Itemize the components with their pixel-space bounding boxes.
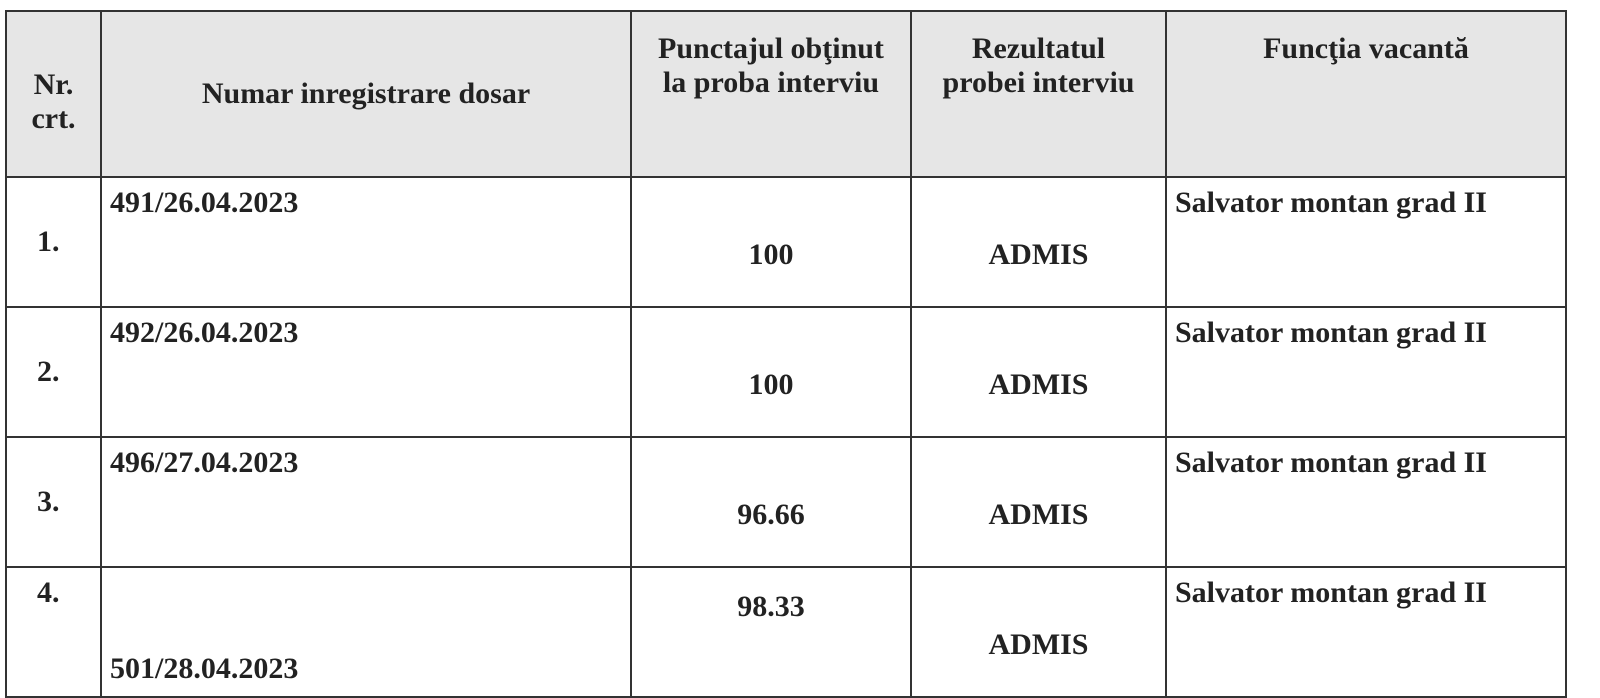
cell: ADMIS (910, 566, 1167, 698)
cell: 3. (5, 436, 102, 568)
cell: ADMIS (910, 436, 1167, 568)
cell: Salvator montan grad II (1165, 566, 1567, 698)
header-cell: Numar inregistrare dosar (100, 10, 632, 178)
cell: Salvator montan grad II (1165, 306, 1567, 438)
cell: 1. (5, 176, 102, 308)
header-cell: Rezultatul probei interviu (910, 10, 1167, 178)
cell: 100 (630, 176, 912, 308)
header-row: Nr. crt. Numar inregistrare dosar Puncta… (5, 10, 1567, 178)
data-row: 2. 492/26.04.2023 100 ADMIS Salvator montan … (5, 306, 1567, 438)
cell: 492/26.04.2023 (100, 306, 632, 438)
cell: 491/26.04.2023 (100, 176, 632, 308)
cell: 496/27.04.2023 (100, 436, 632, 568)
cell: 98.33 (630, 566, 912, 698)
data-row: 3. 496/27.04.2023 96.66 ADMIS Salvator monta… (5, 436, 1567, 568)
header-cell: Nr. crt. (5, 10, 102, 178)
header-cell: Funcţia vacantă (1165, 10, 1567, 178)
cell: ADMIS (910, 306, 1167, 438)
cell: Salvator montan grad II (1165, 176, 1567, 308)
cell: 96.66 (630, 436, 912, 568)
page: Nr. crt. Numar inregistrare dosar Puncta… (5, 10, 1567, 698)
cell: 501/28.04.2023 (100, 566, 632, 698)
header-cell: Punctajul obţinut la proba interviu (630, 10, 912, 178)
results-table: Nr. crt. Numar inregistrare dosar Puncta… (5, 10, 1567, 698)
cell: Salvator montan grad II (1165, 436, 1567, 568)
cell: ADMIS (910, 176, 1167, 308)
cell: 100 (630, 306, 912, 438)
cell: 4. (5, 566, 102, 698)
data-row: 4. 501/28.04.2023 98.33 ADMIS Salvator monta… (5, 566, 1567, 698)
data-row: 1. 491/26.04.2023 100 ADMIS Salvator montan … (5, 176, 1567, 308)
cell: 2. (5, 306, 102, 438)
